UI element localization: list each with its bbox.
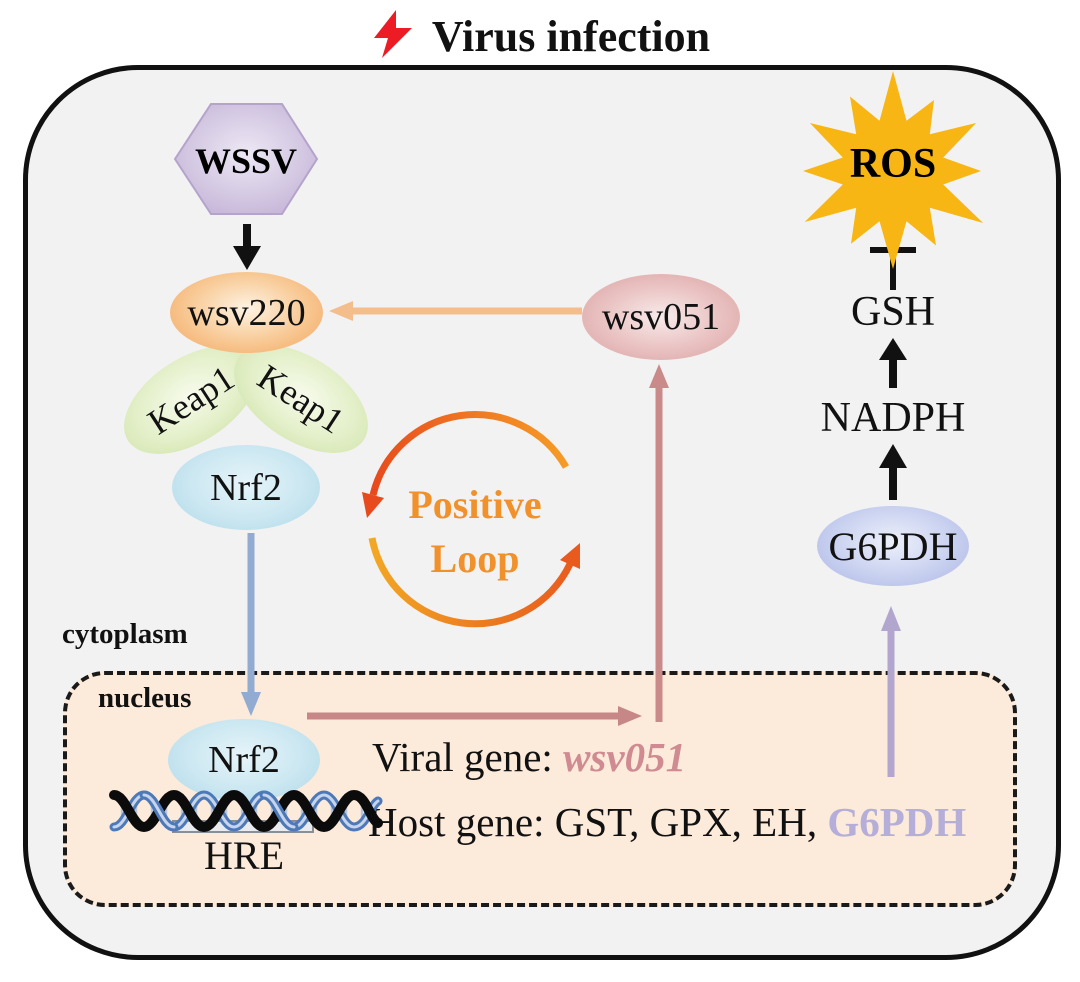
wssv-hexagon <box>173 103 319 215</box>
dna-blue-over-segments <box>139 790 299 832</box>
hre-label: HRE <box>204 833 284 878</box>
arrow-g6pdh-to-nadph <box>879 444 907 500</box>
host-gene-label: Host gene: GST, GPX, EH, <box>368 799 828 845</box>
arrow-wssv-to-wsv220 <box>233 224 261 270</box>
nrf2-cytoplasm-label: Nrf2 <box>210 466 282 509</box>
node-nrf2-cytoplasm: Nrf2 <box>172 445 320 530</box>
diagram-title: Virus infection <box>0 8 1080 65</box>
node-wssv-label: WSSV <box>194 141 298 181</box>
positive-loop-arrows <box>362 411 580 628</box>
wsv051-label: wsv051 <box>601 296 721 338</box>
lightning-icon <box>370 8 418 65</box>
viral-gene-label: Viral gene: <box>372 734 564 780</box>
ros-label: ROS <box>849 141 937 187</box>
nadph-label: NADPH <box>820 395 966 441</box>
positive-loop-line1: Positive <box>408 482 542 527</box>
title-text: Virus infection <box>431 12 711 61</box>
arrow-viral-gene-to-wsv051 <box>649 364 669 722</box>
g6pdh-label: G6PDH <box>828 523 958 569</box>
host-gene-row: Host gene: GST, GPX, EH, G6PDH <box>368 798 966 846</box>
gsh-label: GSH <box>850 289 936 335</box>
node-wsv220: wsv220 <box>170 272 323 353</box>
arrow-nadph-to-gsh <box>879 338 907 388</box>
dna-helix <box>109 789 383 833</box>
positive-loop-line2: Loop <box>430 536 520 581</box>
ros-starburst <box>803 71 984 269</box>
arrow-nrf2-translocation <box>241 533 261 716</box>
arrow-nrf2-to-viral-gene <box>307 706 642 726</box>
node-g6pdh: G6PDH <box>817 506 969 586</box>
wsv220-label: wsv220 <box>187 291 306 334</box>
arrow-wsv051-to-wsv220 <box>329 301 582 321</box>
node-wsv051: wsv051 <box>582 274 740 360</box>
host-gene-g6pdh: G6PDH <box>827 799 967 845</box>
viral-gene-name: wsv051 <box>563 734 687 780</box>
positive-loop-label: Positive Loop <box>375 478 575 586</box>
node-nrf2-nucleus: Nrf2 <box>168 719 320 801</box>
viral-gene-row: Viral gene: wsv051 <box>372 733 686 781</box>
nucleus-label: nucleus <box>98 682 192 714</box>
nrf2-nucleus-label: Nrf2 <box>208 739 280 781</box>
cytoplasm-label: cytoplasm <box>62 618 188 650</box>
arrow-host-gene-to-g6pdh <box>881 606 901 777</box>
